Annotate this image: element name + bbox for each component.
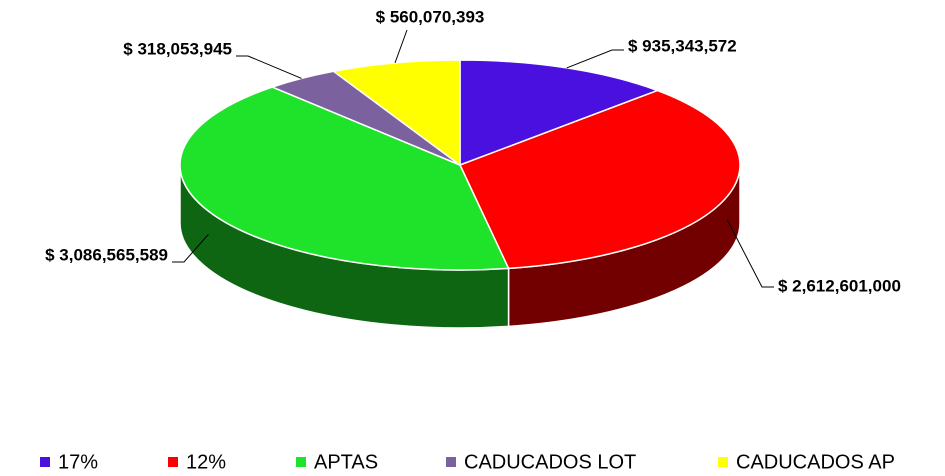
leader-line (726, 219, 774, 288)
slice (458, 89, 741, 270)
value-label: $ 2,612,601,000 (778, 276, 901, 295)
value-label: $ 318,053,945 (123, 39, 232, 58)
legend-label: APTAS (314, 451, 378, 473)
legend-label: 17% (58, 451, 98, 473)
value-label: $ 560,070,393 (376, 7, 485, 26)
legend-label: CADUCADOS AP (736, 451, 895, 473)
legend-swatch (40, 457, 50, 467)
leader-line (566, 49, 624, 69)
leader-line (236, 55, 302, 79)
leader-line (394, 29, 408, 64)
slice (459, 59, 660, 167)
legend-swatch (296, 457, 306, 467)
legend-label: 12% (186, 451, 226, 473)
value-label: $ 935,343,572 (628, 36, 737, 55)
legend-swatch (446, 457, 456, 467)
legend-swatch (718, 457, 728, 467)
leader-line (172, 233, 209, 263)
legend-label: CADUCADOS LOT (464, 451, 636, 473)
legend-swatch (168, 457, 178, 467)
value-label: $ 3,086,565,589 (45, 245, 168, 264)
slice (179, 86, 510, 271)
